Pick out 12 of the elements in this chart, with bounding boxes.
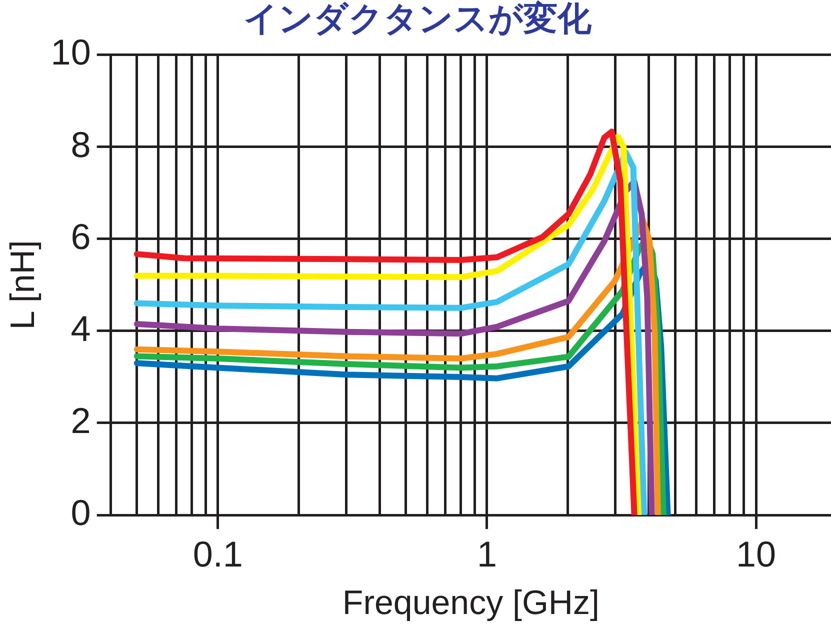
x-tick-label: 0.1 bbox=[192, 534, 243, 575]
y-tick-label: 0 bbox=[70, 492, 91, 533]
x-tick-label: 10 bbox=[736, 534, 776, 575]
y-tick-label: 10 bbox=[50, 32, 91, 73]
y-tick-label: 4 bbox=[70, 308, 91, 349]
x-axis-title: Frequency [GHz] bbox=[342, 584, 600, 622]
y-tick-label: 2 bbox=[70, 400, 91, 441]
y-axis-title: L [nH] bbox=[4, 240, 42, 330]
x-tick-label: 1 bbox=[476, 534, 497, 575]
y-tick-label: 8 bbox=[70, 124, 91, 165]
chart-title: インダクタンスが変化 bbox=[244, 0, 592, 38]
y-tick-label: 6 bbox=[70, 216, 91, 257]
